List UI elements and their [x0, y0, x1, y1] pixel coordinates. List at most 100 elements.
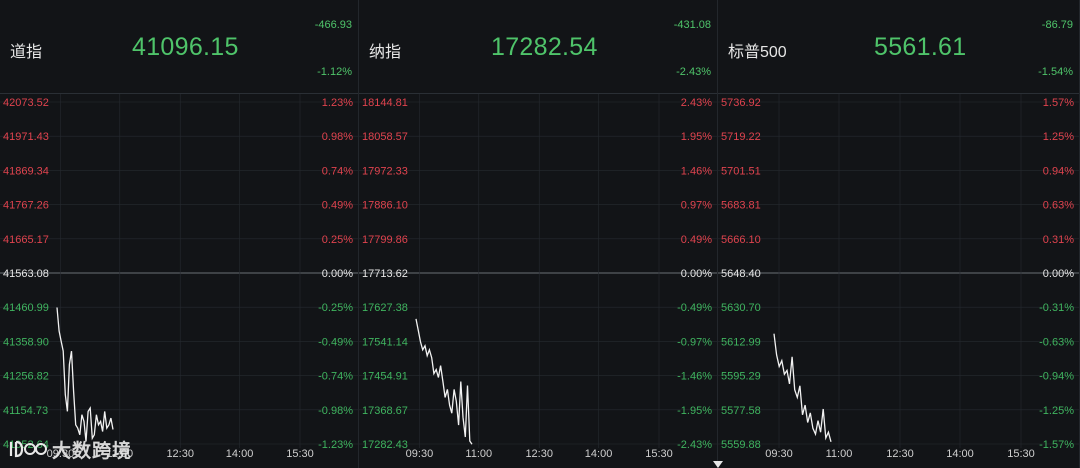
index-change: -466.93: [314, 19, 352, 31]
time-tick-label: 12:30: [166, 448, 194, 460]
pct-tick-label: -0.94%: [1039, 371, 1074, 383]
price-line: [773, 333, 832, 442]
price-tick-label: 42073.52: [3, 97, 49, 109]
time-tick-label: 15:30: [645, 448, 673, 460]
time-tick-label: 11:00: [826, 448, 853, 460]
time-tick-label: 15:30: [286, 448, 314, 460]
price-tick-label: 17368.67: [362, 405, 408, 417]
price-tick-label: 41563.08: [3, 268, 49, 280]
pct-tick-label: 0.49%: [322, 200, 353, 212]
price-tick-label: 18058.57: [362, 131, 408, 143]
intraday-chart[interactable]: 42073.52 1.23% 41971.43 0.98% 41869.34 0.74% 4…: [0, 94, 358, 468]
index-panel-2: 纳指 17282.54 -431.08 -2.43% 18144.81 2.43% 1805…: [359, 0, 718, 468]
price-tick-label: 17972.33: [362, 165, 408, 177]
price-tick-label: 5736.92: [721, 97, 761, 109]
price-tick-label: 41767.26: [3, 200, 49, 212]
price-tick-label: 18144.81: [362, 97, 408, 109]
pct-tick-label: 0.00%: [322, 268, 353, 280]
pct-tick-label: -0.63%: [1039, 336, 1074, 348]
pct-tick-label: 0.97%: [681, 200, 712, 212]
pct-tick-label: 0.49%: [681, 234, 712, 246]
price-tick-label: 41869.34: [3, 165, 49, 177]
price-tick-label: 41256.82: [3, 371, 49, 383]
pct-tick-label: -0.74%: [318, 371, 353, 383]
index-header[interactable]: 标普500 5561.61 -86.79 -1.54%: [718, 0, 1079, 94]
price-tick-label: 41665.17: [3, 234, 49, 246]
index-price: 41096.15: [132, 33, 239, 61]
price-tick-label: 17541.14: [362, 336, 408, 348]
time-tick-label: 15:30: [1007, 448, 1035, 460]
brand-logo-icon: [8, 438, 52, 460]
pct-tick-label: 0.74%: [322, 165, 353, 177]
index-name: 纳指: [369, 44, 402, 61]
pct-tick-label: 2.43%: [681, 97, 712, 109]
index-panel-3: 标普500 5561.61 -86.79 -1.54% 5736.92 1.57% 5719…: [718, 0, 1080, 468]
pct-tick-label: 1.46%: [681, 165, 712, 177]
caret-down-icon: [713, 461, 723, 468]
price-tick-label: 5612.99: [721, 336, 761, 348]
price-tick-label: 5559.88: [721, 439, 761, 451]
pct-tick-label: -0.97%: [677, 336, 712, 348]
price-tick-label: 17886.10: [362, 200, 408, 212]
price-tick-label: 41460.99: [3, 302, 49, 314]
watermark-text: 大数跨境: [52, 441, 133, 462]
pct-tick-label: 1.95%: [681, 131, 712, 143]
pct-tick-label: -0.49%: [677, 302, 712, 314]
time-tick-label: 14:00: [946, 448, 974, 460]
price-tick-label: 41154.73: [3, 405, 48, 417]
pct-tick-label: -0.31%: [1039, 302, 1074, 314]
pct-tick-label: -0.25%: [318, 302, 353, 314]
price-tick-label: 41971.43: [3, 131, 49, 143]
pct-tick-label: -0.49%: [318, 336, 353, 348]
time-tick-label: 14:00: [226, 448, 254, 460]
price-tick-label: 17454.91: [362, 371, 408, 383]
price-tick-label: 5719.22: [721, 131, 761, 143]
price-tick-label: 17282.43: [362, 439, 408, 451]
price-tick-label: 5595.29: [721, 371, 761, 383]
time-tick-label: 09:30: [765, 448, 793, 460]
pct-tick-label: 0.63%: [1043, 200, 1074, 212]
pct-tick-label: 1.57%: [1043, 97, 1074, 109]
pct-tick-label: 0.94%: [1043, 165, 1074, 177]
pct-tick-label: -2.43%: [677, 439, 712, 451]
pct-tick-label: -1.46%: [677, 371, 712, 383]
pct-tick-label: -1.25%: [1039, 405, 1074, 417]
time-tick-label: 12:30: [525, 448, 553, 460]
price-tick-label: 17799.86: [362, 234, 408, 246]
price-line: [415, 318, 473, 445]
pct-tick-label: -0.98%: [318, 405, 353, 417]
index-name: 标普500: [728, 44, 787, 61]
pct-tick-label: -1.23%: [318, 439, 353, 451]
time-tick-label: 14:00: [585, 448, 613, 460]
pct-tick-label: 0.98%: [322, 131, 353, 143]
index-price: 5561.61: [874, 33, 967, 61]
pct-tick-label: 1.25%: [1043, 131, 1074, 143]
index-name: 道指: [10, 44, 43, 61]
index-change-pct: -2.43%: [676, 66, 711, 78]
time-tick-label: 09:30: [47, 448, 75, 460]
price-tick-label: 5577.58: [721, 405, 761, 417]
price-tick-label: 5648.40: [721, 268, 761, 280]
time-tick-label: 11:00: [465, 448, 492, 460]
pct-tick-label: -1.57%: [1039, 439, 1074, 451]
index-panel-1: 道指 41096.15 -466.93 -1.12% 42073.52 1.23% 4197…: [0, 0, 359, 468]
price-tick-label: 5630.70: [721, 302, 761, 314]
pct-tick-label: 0.31%: [1043, 234, 1074, 246]
intraday-chart[interactable]: 5736.92 1.57% 5719.22 1.25% 5701.51 0.94% 5683…: [718, 94, 1079, 468]
pct-tick-label: 0.00%: [1043, 268, 1074, 280]
price-tick-label: 5683.81: [721, 200, 761, 212]
index-header[interactable]: 纳指 17282.54 -431.08 -2.43%: [359, 0, 717, 94]
index-change: -86.79: [1041, 19, 1073, 31]
time-tick-label: 11:00: [106, 448, 133, 460]
index-price: 17282.54: [491, 33, 598, 61]
pct-tick-label: 0.00%: [681, 268, 712, 280]
pct-tick-label: 1.23%: [322, 97, 353, 109]
index-change-pct: -1.12%: [317, 66, 352, 78]
intraday-chart[interactable]: 18144.81 2.43% 18058.57 1.95% 17972.33 1.46% 1…: [359, 94, 717, 468]
price-line: [56, 307, 114, 442]
pct-tick-label: -1.95%: [677, 405, 712, 417]
index-header[interactable]: 道指 41096.15 -466.93 -1.12%: [0, 0, 358, 94]
index-change-pct: -1.54%: [1038, 66, 1073, 78]
price-tick-label: 17713.62: [362, 268, 408, 280]
price-tick-label: 5701.51: [721, 165, 761, 177]
